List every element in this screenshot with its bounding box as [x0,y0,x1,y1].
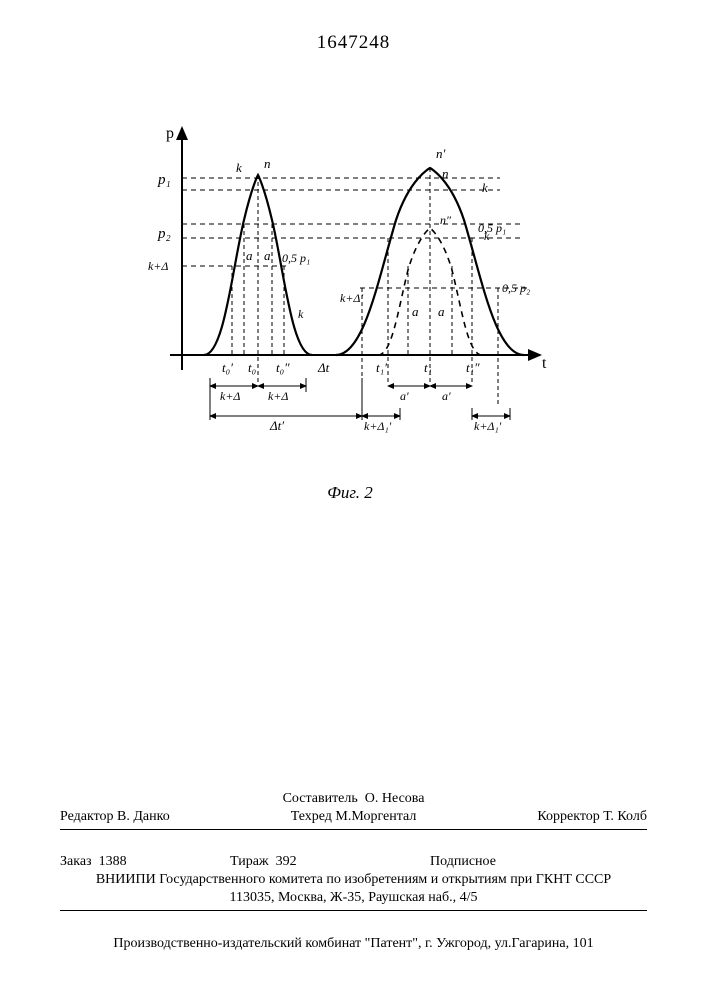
svg-text:a′: a′ [442,389,451,403]
zakaz: Заказ 1388 [60,854,230,870]
figure-2: p t p₁ p₂ n k n′ n k n″ k a a a a 0,5 [140,120,560,500]
svg-text:Δt: Δt [317,360,330,375]
axis-x-label: t [542,355,547,372]
page: { "doc_number":"1647248", "figure":{ "ca… [0,0,707,1000]
svg-text:k+Δ: k+Δ [148,259,168,273]
lbl-k-right: k [482,180,488,195]
editor: Редактор В. Данко [60,808,170,826]
svg-text:a: a [412,304,419,319]
figure-caption: Фиг. 2 [140,483,560,503]
lbl-dtprime: Δt′ [269,418,284,433]
svg-text:t₁: t₁ [424,360,432,375]
svg-text:t₁′: t₁′ [376,360,387,375]
corrector: Корректор Т. Колб [537,808,647,826]
svg-text:k+Δ₁′: k+Δ₁′ [364,419,392,433]
composer-label: Составитель [283,791,358,806]
level-p2: p₂ [157,226,171,242]
lbl-a-l: a [246,248,253,263]
figure-svg: p t p₁ p₂ n k n′ n k n″ k a a a a 0,5 [140,120,560,480]
divider-2 [60,910,647,911]
tirazh: Тираж 392 [230,854,430,870]
svg-text:n″: n″ [440,213,452,227]
svg-text:a′: a′ [400,389,409,403]
lbl-k-left: k [236,160,242,175]
lbl-05p2: 0,5 p₂ [502,281,530,295]
svg-text:k+Δ₁′: k+Δ₁′ [474,419,502,433]
lbl-n-left: n [264,156,271,171]
svg-text:a: a [438,304,445,319]
svg-text:a: a [264,248,271,263]
svg-text:t₁″: t₁″ [466,360,480,375]
svg-text:k+Δ′: k+Δ′ [340,291,363,305]
curve-left [204,175,312,355]
lbl-nprime: n′ [436,146,446,161]
institute-line1: ВНИИПИ Государственного комитета по изоб… [60,872,647,888]
level-p1: p₁ [157,172,171,188]
credits-block: Составитель О. Несова Редактор В. Данко … [60,790,647,834]
svg-text:k+Δ: k+Δ [220,389,240,403]
subscription: Подписное [430,854,647,870]
svg-text:0,5 p₁: 0,5 p₁ [478,221,506,235]
order-block: Заказ 1388 Тираж 392 Подписное ВНИИПИ Го… [60,854,647,915]
svg-text:t₀: t₀ [248,360,256,375]
institute-line2: 113035, Москва, Ж-35, Раушская наб., 4/5 [60,890,647,906]
svg-text:k: k [298,307,304,321]
svg-text:n: n [442,166,449,181]
svg-text:t₀″: t₀″ [276,360,290,375]
svg-text:k+Δ: k+Δ [268,389,288,403]
composer-name: О. Несова [365,791,425,806]
divider [60,829,647,830]
axis-y-label: p [166,125,174,142]
techred: Техред М.Моргентал [291,808,417,826]
xl-0: t₀′ [222,360,233,375]
document-number: 1647248 [0,32,707,54]
bottom-line: Производственно-издательский комбинат "П… [60,936,647,952]
lbl-05p1-l: 0,5 p₁ [282,251,310,265]
